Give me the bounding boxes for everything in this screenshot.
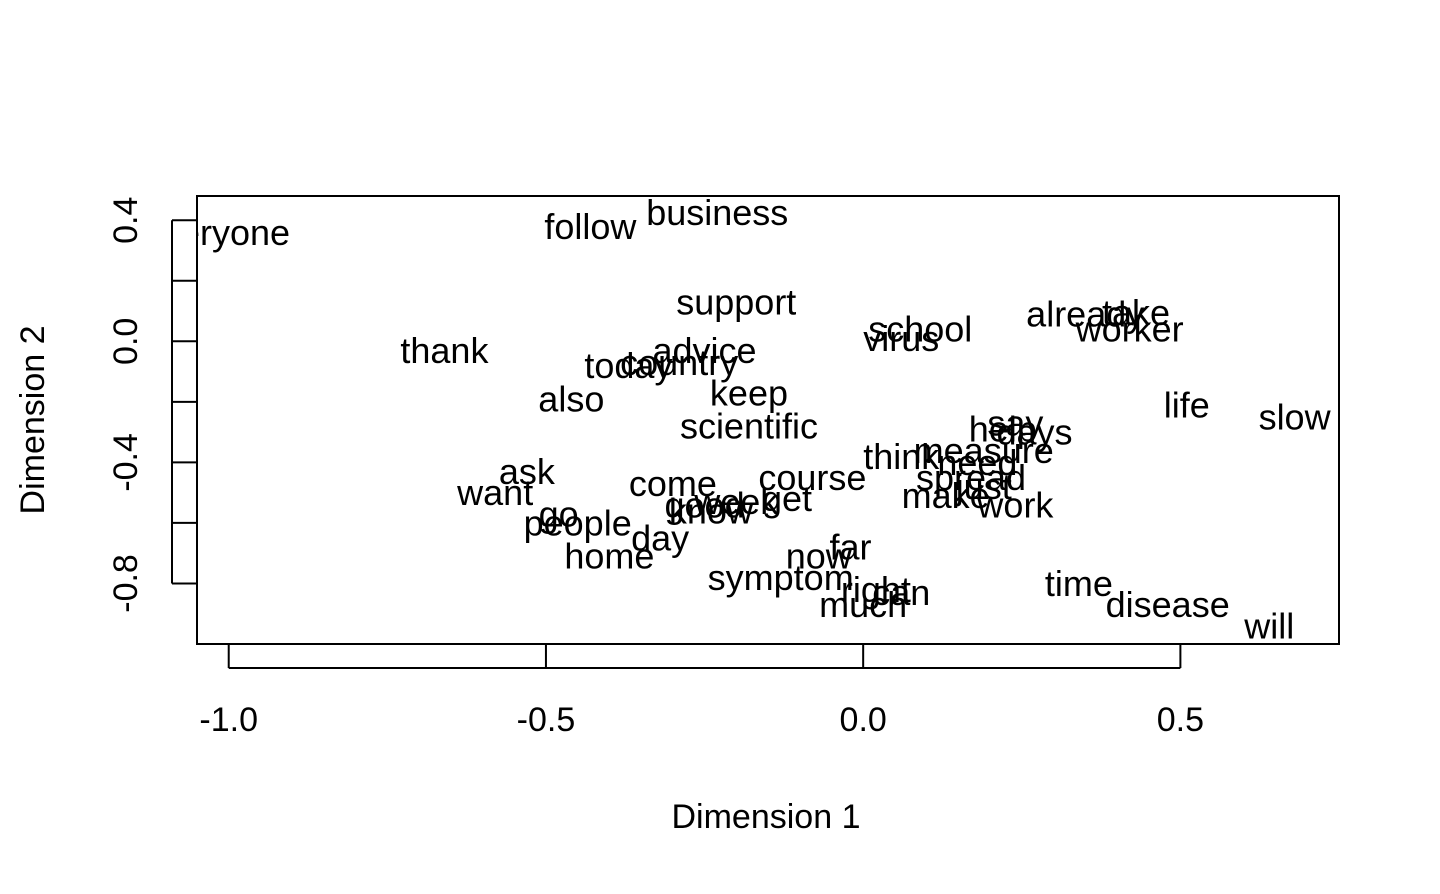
word-label: advice xyxy=(653,330,757,371)
word-label: everyone xyxy=(142,212,290,253)
y-axis: -0.8 -0.4 0.0 0.4 xyxy=(107,197,196,613)
word-label: help xyxy=(969,409,1037,450)
word-label: school xyxy=(868,309,972,350)
x-axis-title: Dimension 1 xyxy=(672,798,861,836)
word-label: course xyxy=(758,457,866,498)
y-tick-label: 0.0 xyxy=(107,318,145,365)
x-axis: -1.0 -0.5 0.0 0.5 xyxy=(199,644,1204,739)
word-label: slow xyxy=(1259,396,1332,437)
word-label: symptom xyxy=(708,557,854,598)
word-label: need xyxy=(937,442,1017,483)
y-tick-label: -0.8 xyxy=(107,554,145,613)
x-tick-label: -0.5 xyxy=(517,701,576,739)
word-label: worker xyxy=(1075,309,1184,350)
word-label: good xyxy=(665,484,745,525)
word-label: go xyxy=(539,493,579,534)
word-label: right xyxy=(841,569,911,610)
x-tick-label: -1.0 xyxy=(199,701,258,739)
word-label: life xyxy=(1164,384,1210,425)
word-label: follow xyxy=(544,206,637,247)
word-label: country xyxy=(620,342,738,383)
word-label: want xyxy=(456,472,533,513)
word-label: just xyxy=(955,466,1012,507)
word-label: now xyxy=(786,536,853,577)
word-label: work xyxy=(976,484,1054,525)
y-tick-label: 0.4 xyxy=(107,197,145,244)
word-label: make xyxy=(902,475,990,516)
word-label: say xyxy=(987,403,1043,444)
y-tick-label: -0.4 xyxy=(107,433,145,492)
word-label: home xyxy=(564,536,654,577)
word-label: will xyxy=(1243,605,1294,646)
word-label: take xyxy=(1102,292,1170,333)
word-labels: everyone follow business support schoolvirus… xyxy=(142,192,1332,646)
word-label: today xyxy=(584,345,672,386)
word-label: already xyxy=(1026,294,1144,335)
word-label: support xyxy=(676,281,796,322)
word-label: spread xyxy=(916,457,1026,498)
word-label: ask xyxy=(499,451,556,492)
word-label: people xyxy=(524,502,632,543)
word-label: can xyxy=(872,572,930,613)
word-label: know xyxy=(669,490,754,531)
word-label: keep xyxy=(710,372,788,413)
word-label: week xyxy=(693,481,779,522)
word-label: also xyxy=(538,378,604,419)
y-axis-title: Dimension 2 xyxy=(14,326,52,515)
x-tick-label: 0.0 xyxy=(840,701,887,739)
word-label: disease xyxy=(1106,584,1230,625)
word-label: days xyxy=(996,412,1072,453)
word-label: time xyxy=(1045,563,1113,604)
word-label: far xyxy=(829,527,871,568)
word-label: come xyxy=(629,463,717,504)
word-label: virus xyxy=(863,318,939,359)
plot-frame xyxy=(196,195,1340,645)
word-label: scientific xyxy=(680,406,818,447)
word-label: thank xyxy=(400,330,489,371)
word-label: think xyxy=(863,436,940,477)
x-tick-label: 0.5 xyxy=(1157,701,1204,739)
word-label: business xyxy=(646,192,788,233)
word-label: get xyxy=(762,478,812,519)
word-label: much xyxy=(819,584,907,625)
word-label: measure xyxy=(914,430,1054,471)
word-label: day xyxy=(631,518,689,559)
